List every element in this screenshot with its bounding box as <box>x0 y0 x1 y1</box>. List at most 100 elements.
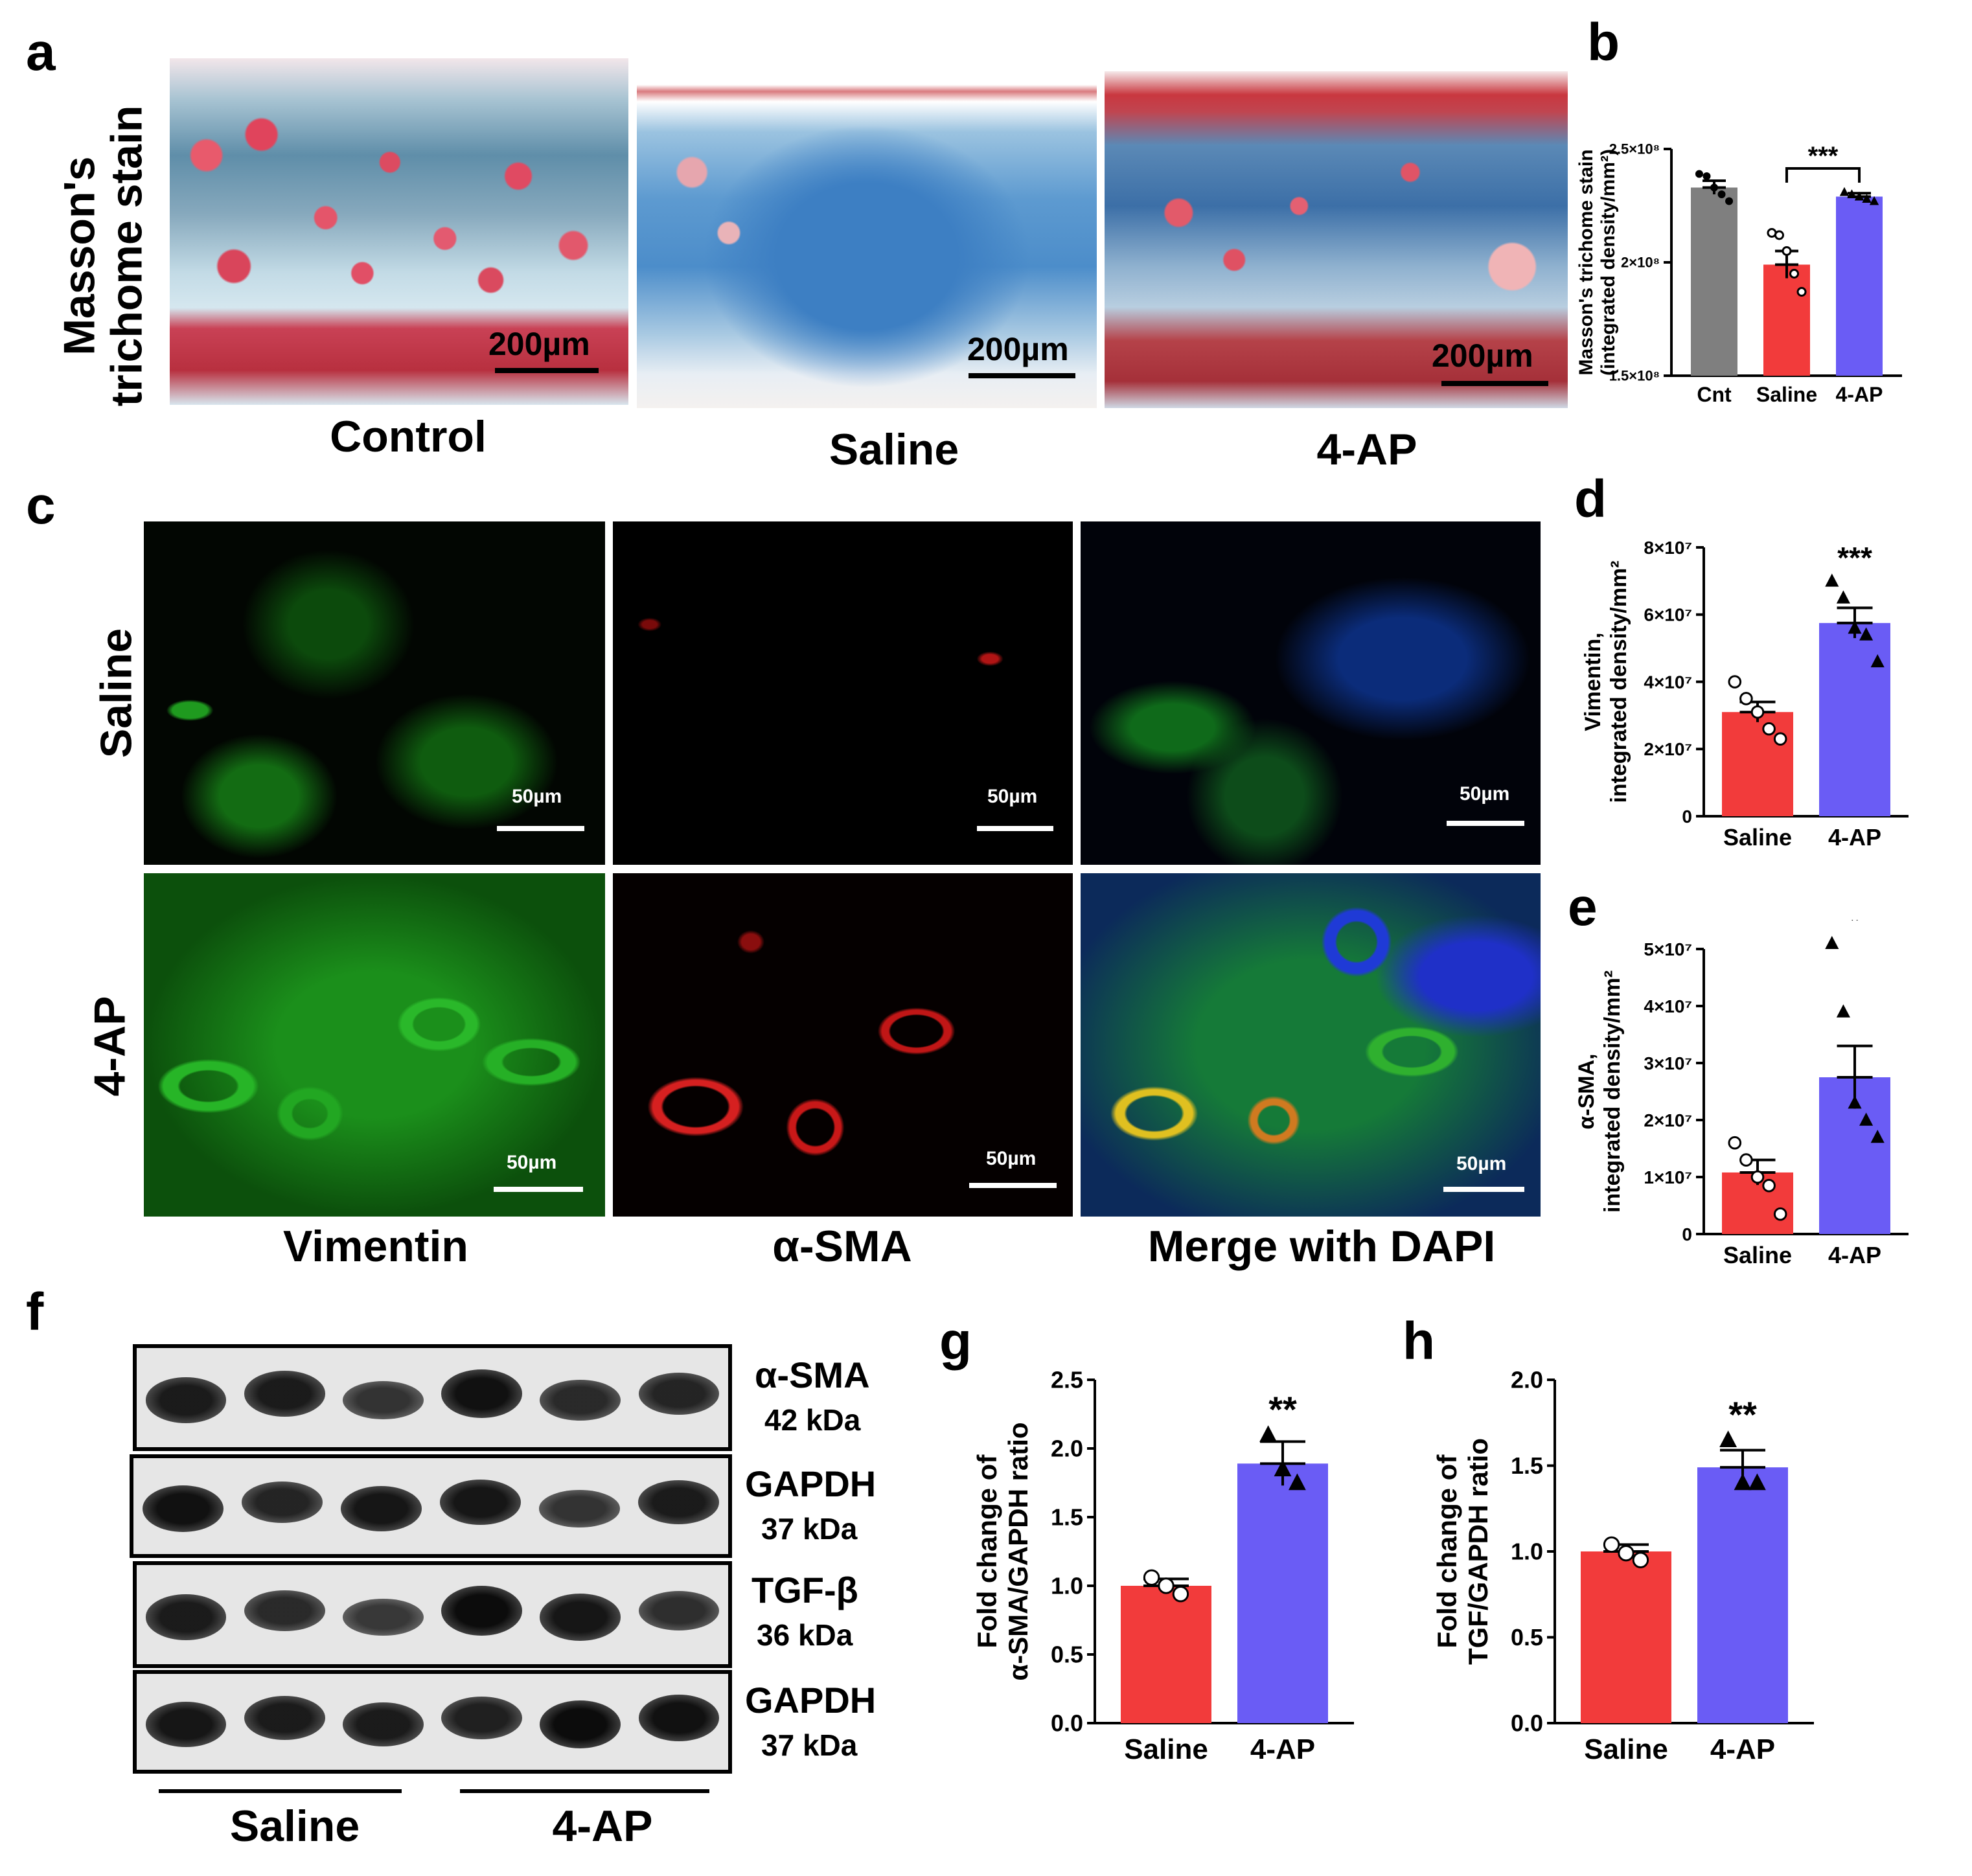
y-tick-label: 2.0 <box>1511 1367 1543 1393</box>
scale-label: 50µm <box>507 1152 557 1173</box>
scale-label: 50µm <box>986 1148 1037 1169</box>
y-tick-label: 0.0 <box>1051 1710 1083 1737</box>
y-tick-label: 1.5 <box>1051 1504 1083 1531</box>
data-point <box>1854 191 1864 201</box>
fluor-merge-4ap: 50µm <box>1081 873 1541 1217</box>
blot-band <box>638 1372 720 1415</box>
y-tick-label: 1×10⁷ <box>1644 1167 1692 1187</box>
y-axis-label: Vimentin, <box>1581 632 1605 731</box>
category-label: 4-AP <box>1836 383 1883 406</box>
blot-band <box>244 1590 325 1632</box>
data-point <box>1796 287 1807 297</box>
data-point <box>1695 170 1703 178</box>
y-axis-label: α-SMA/GAPDH ratio <box>1003 1422 1033 1680</box>
data-point <box>1158 1577 1175 1594</box>
data-point <box>1847 189 1857 198</box>
scale-bar <box>969 373 1075 378</box>
bar <box>1836 196 1883 376</box>
panel-letter-f: f <box>26 1283 44 1342</box>
y-tick-label: 6×10⁷ <box>1644 605 1692 625</box>
data-point <box>1836 1004 1850 1018</box>
blot-band <box>439 1480 522 1525</box>
category-label: Cnt <box>1697 383 1732 406</box>
bar <box>1237 1463 1328 1723</box>
y-tick-label: 3×10⁷ <box>1644 1053 1692 1073</box>
scale-bar <box>977 826 1053 831</box>
data-point <box>1825 935 1839 949</box>
category-label: Saline <box>1723 1242 1792 1268</box>
chart-e: 0 1×10⁷ 2×10⁷ 3×10⁷ 4×10⁷ 5×10⁷ α-SMA, integrat… <box>1574 920 1909 1268</box>
scale-bar <box>497 826 584 831</box>
data-point <box>1734 1473 1752 1491</box>
data-point <box>1862 194 1872 203</box>
fluor-merge-saline: 50µm <box>1081 521 1541 865</box>
bar <box>1722 712 1793 816</box>
fluor-sma-saline: 50µm <box>613 521 1073 865</box>
bar <box>1581 1551 1671 1723</box>
blot-label-gapdh-2: GAPDH <box>745 1680 877 1721</box>
category-label: Saline <box>1124 1733 1208 1765</box>
y-tick-label: 1.0 <box>1511 1539 1543 1565</box>
blot-kda-tgf-beta: 36 kDa <box>757 1618 853 1652</box>
blot-band <box>244 1696 325 1740</box>
blot-band <box>340 1486 422 1531</box>
category-label: Saline <box>1723 824 1792 851</box>
blot-kda-gapdh-2: 37 kDa <box>761 1728 858 1762</box>
masson-image-control: 200µm <box>170 58 628 405</box>
data-point <box>1825 573 1839 587</box>
data-point <box>1789 269 1800 279</box>
category-label: 4-AP <box>1250 1733 1315 1765</box>
y-tick-label: 1.0 <box>1051 1573 1083 1599</box>
y-axis-label: α-SMA, <box>1574 1053 1599 1129</box>
fluor-vimentin-saline: 50µm <box>144 521 605 865</box>
masson-row-label: Masson's trichome stain <box>55 106 152 407</box>
data-point <box>1739 1153 1753 1167</box>
chart-g: 0.0 0.5 1.0 1.5 2.0 2.5 Fold change of α-SMA/GA… <box>972 1367 1354 1765</box>
y-tick-label: 0 <box>1682 806 1692 827</box>
y-tick-label: 4×10⁷ <box>1644 996 1692 1016</box>
y-tick-label: 1.5 <box>1511 1452 1543 1479</box>
bar <box>1763 264 1810 376</box>
data-point <box>1848 1095 1862 1109</box>
blot-band <box>538 1490 621 1527</box>
row-label-4ap: 4-AP <box>85 996 135 1097</box>
bar <box>1691 187 1737 376</box>
data-point <box>1719 1430 1737 1447</box>
data-point <box>1839 187 1850 196</box>
scale-bar <box>495 368 599 373</box>
group-line-4ap <box>460 1789 709 1793</box>
blot-band <box>343 1380 424 1420</box>
bar <box>1819 623 1890 816</box>
data-point <box>1859 627 1874 641</box>
blot-band <box>540 1379 621 1421</box>
blot-band <box>441 1586 522 1636</box>
data-point <box>1848 621 1862 634</box>
y-axis-label: integrated density/mm² <box>1600 970 1625 1213</box>
data-point <box>1836 590 1850 604</box>
data-point <box>1748 1473 1766 1491</box>
y-tick-label: 0 <box>1682 1224 1692 1244</box>
significance-label: ** <box>1268 1389 1297 1430</box>
y-tick-label: 5×10⁷ <box>1644 939 1692 959</box>
significance-label: *** <box>1837 541 1872 575</box>
blot-label-gapdh-1: GAPDH <box>745 1463 877 1504</box>
caption-4ap: 4-AP <box>1316 425 1417 474</box>
category-label: Saline <box>1584 1733 1668 1765</box>
blot-alpha-sma <box>133 1344 732 1451</box>
scale-label: 200µm <box>1432 337 1533 374</box>
scale-bar <box>969 1183 1057 1188</box>
y-tick-label: 0.5 <box>1511 1624 1543 1651</box>
y-tick-label: 8×10⁷ <box>1644 538 1692 558</box>
data-point <box>1632 1551 1649 1568</box>
blot-band <box>244 1371 325 1417</box>
blot-band <box>145 1702 227 1747</box>
data-point <box>1773 1207 1787 1221</box>
y-tick-label: 4×10⁷ <box>1644 672 1692 692</box>
group-label-4ap: 4-AP <box>552 1802 653 1851</box>
data-point <box>1774 230 1784 240</box>
y-axis-label: integrated density/mm² <box>1607 560 1631 803</box>
data-point <box>1725 197 1734 205</box>
category-label: 4-AP <box>1828 1242 1881 1268</box>
blot-band <box>441 1369 522 1418</box>
blot-label-tgf-beta: TGF-β <box>751 1570 858 1610</box>
